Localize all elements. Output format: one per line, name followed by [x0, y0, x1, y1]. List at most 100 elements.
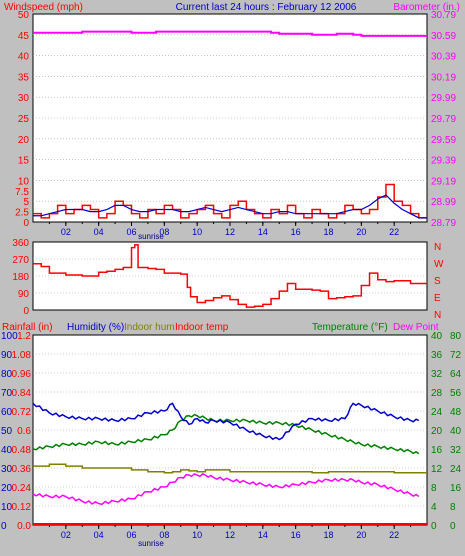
x-tick-label: 18 [323, 530, 333, 540]
dew-point-title: Dew Point [393, 322, 439, 333]
temperature-tick-label: 0 [431, 521, 437, 532]
wind-baro-plot-area [32, 13, 428, 223]
compass-label: W [434, 259, 444, 270]
temperature-tick-label: 40 [431, 331, 443, 342]
x-tick-label: 14 [258, 530, 268, 540]
barometer-tick-label: 29.19 [431, 176, 456, 187]
temperature-series [32, 413, 420, 455]
climate-axes: 01020304050607080901000.00.120.240.360.4… [1, 331, 462, 532]
indoor-hum-title: Indoor hum [124, 322, 175, 333]
humidity-tick-label: 10 [1, 502, 13, 513]
barometer-tick-label: 30.79 [431, 10, 456, 21]
x-tick-label: 10 [192, 227, 202, 237]
barometer-tick-label: 29.79 [431, 114, 456, 125]
humidity-tick-label: 60 [1, 407, 13, 418]
windspeed-tick-label: 5 [23, 197, 29, 208]
rainfall-tick-label: 0.24 [12, 483, 32, 494]
x-tick-label: 14 [258, 227, 268, 237]
indoor-temp-tick-label: 0 [450, 521, 456, 532]
wind-direction-axis: 0 90 180 270 360 [12, 238, 29, 317]
temperature-tick-label: 16 [431, 445, 443, 456]
x-tick-label: 10 [192, 530, 202, 540]
x-tick-label: 16 [291, 227, 301, 237]
indoor-temp-tick-label: 40 [450, 426, 462, 437]
temperature-title: Temperature (°F) [312, 322, 388, 333]
windspeed-tick-label: 35 [18, 72, 30, 83]
wind-direction-tick-label: 270 [12, 255, 29, 266]
humidity-tick-label: 50 [1, 426, 13, 437]
windspeed-gust-series [33, 183, 427, 219]
barometer-tick-label: 28.79 [431, 218, 456, 229]
dew-point-series [32, 473, 420, 506]
barometer-tick-label: 30.19 [431, 72, 456, 83]
x-tick-label: 20 [356, 227, 366, 237]
temperature-tick-label: 4 [431, 502, 437, 513]
windspeed-tick-label: 30 [18, 93, 30, 104]
x-tick-label: 18 [323, 227, 333, 237]
indoor-temp-tick-label: 24 [450, 464, 462, 475]
indoor-hum-series [33, 463, 427, 474]
indoor-temp-tick-label: 64 [450, 369, 462, 380]
wind-direction-tick-label: 360 [12, 238, 29, 249]
compass-label: S [434, 276, 441, 287]
x-tick-label: 04 [94, 227, 104, 237]
windspeed-tick-label: 25 [18, 114, 30, 125]
windspeed-tick-label: 40 [18, 52, 30, 63]
x-tick-label: 06 [126, 227, 136, 237]
windspeed-average-series [33, 194, 427, 219]
wind-direction-tick-label: 180 [12, 272, 29, 283]
humidity-tick-label: 30 [1, 464, 13, 475]
indoor-temp-tick-label: 72 [450, 350, 462, 361]
compass-label: N [434, 242, 441, 253]
windspeed-tick-label: 0 [23, 218, 29, 229]
compass-label: N [434, 310, 441, 321]
rainfall-tick-label: 1.08 [12, 350, 32, 361]
indoor-temp-tick-label: 32 [450, 445, 462, 456]
windspeed-tick-label: 20 [18, 135, 30, 146]
barometer-title: Barometer (in.) [393, 2, 460, 13]
windspeed-tick-label: 10 [18, 176, 30, 187]
barometer-axis: 28.79 28.99 29.19 29.39 29.59 29.79 29.99 30.19… [431, 10, 456, 229]
temperature-tick-label: 8 [431, 483, 437, 494]
humidity-tick-label: 70 [1, 388, 13, 399]
windspeed-tick-label: 2.5 [15, 208, 29, 219]
windspeed-title: Windspeed (mph) [4, 2, 83, 13]
indoor-temp-tick-label: 80 [450, 331, 462, 342]
barometer-tick-label: 30.39 [431, 52, 456, 63]
rainfall-tick-label: 0.0 [17, 521, 31, 532]
barometer-tick-label: 29.99 [431, 93, 456, 104]
temperature-tick-label: 20 [431, 426, 443, 437]
x-tick-label: 12 [225, 227, 235, 237]
x-tick-label: 02 [61, 227, 71, 237]
climate-x-axis: 02 04 06 08 10 12 14 16 18 20 22 [48, 525, 412, 540]
x-tick-label: 08 [159, 530, 169, 540]
x-tick-label: 06 [126, 530, 136, 540]
wind-direction-tick-label: 0 [23, 306, 29, 317]
wind-baro-x-axis: 02 04 06 08 10 12 14 16 18 20 22 [48, 222, 412, 237]
humidity-tick-label: 20 [1, 483, 13, 494]
barometer-series [33, 30, 427, 37]
x-tick-label: 12 [225, 530, 235, 540]
x-tick-label: 20 [356, 530, 366, 540]
x-tick-label: 08 [159, 227, 169, 237]
temperature-tick-label: 12 [431, 464, 443, 475]
x-tick-label: 04 [94, 530, 104, 540]
rainfall-tick-label: 0.48 [12, 445, 32, 456]
compass-label: E [434, 293, 441, 304]
humidity-tick-label: 0 [1, 521, 7, 532]
x-tick-label: 02 [61, 530, 71, 540]
humidity-tick-label: 90 [1, 350, 13, 361]
temperature-tick-label: 36 [431, 350, 443, 361]
windspeed-tick-label: 7.5 [15, 187, 29, 198]
barometer-tick-label: 28.99 [431, 197, 456, 208]
sunrise-label: sunrise [138, 232, 164, 241]
temperature-tick-label: 24 [431, 407, 443, 418]
barometer-tick-label: 29.39 [431, 156, 456, 167]
windspeed-axis: 02.557.510 15 20 25 30 35 40 45 50 [15, 10, 29, 229]
indoor-temp-title: Indoor temp [175, 322, 229, 333]
climate-plot-area [32, 334, 428, 526]
barometer-tick-label: 30.59 [431, 31, 456, 42]
sunrise-label-bottom: sunrise [138, 539, 164, 548]
